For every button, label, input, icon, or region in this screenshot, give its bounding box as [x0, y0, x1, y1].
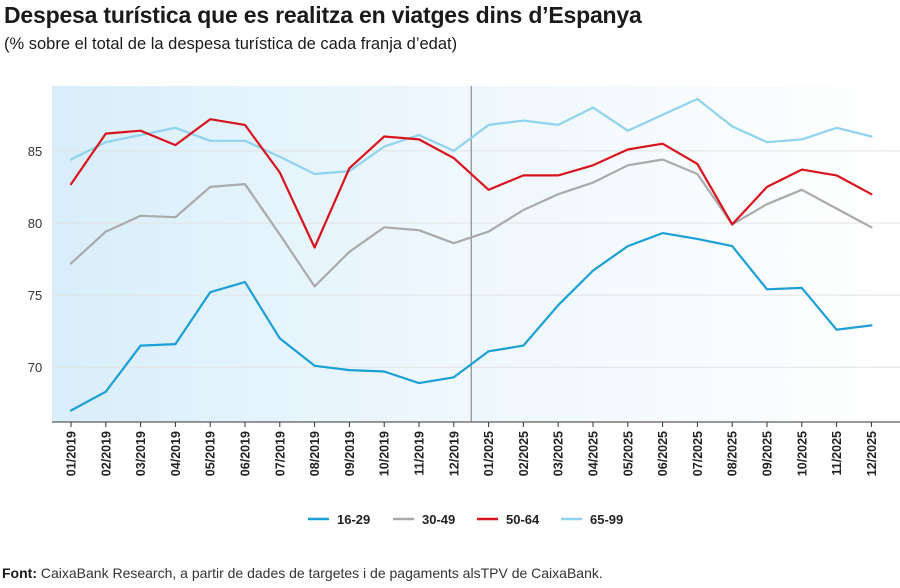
source-note: Font: CaixaBank Research, a partir de da… [2, 565, 603, 581]
y-tick-label-75: 75 [28, 288, 42, 303]
legend-label-16-29: 16-29 [337, 512, 370, 527]
x-tick-label-09/2025: 09/2025 [761, 431, 775, 476]
x-tick-label-12/2019: 12/2019 [447, 431, 461, 476]
line-chart: 70 75 80 85 01/2019 02/2019 03/2019 04/2019 05/2… [0, 0, 900, 588]
source-label: Font: [2, 565, 37, 581]
x-tick-label-07/2019: 07/2019 [273, 431, 287, 476]
x-tick-label-10/2025: 10/2025 [795, 431, 809, 476]
legend-label-30-49: 30-49 [422, 512, 455, 527]
x-tick-label-10/2019: 10/2019 [378, 431, 392, 476]
x-tick-label-03/2025: 03/2025 [552, 431, 566, 476]
x-tick-label-07/2025: 07/2025 [691, 431, 705, 476]
x-tick-label-05/2019: 05/2019 [204, 431, 218, 476]
x-tick-label-05/2025: 05/2025 [621, 431, 635, 476]
x-tick-label-02/2025: 02/2025 [517, 431, 531, 476]
y-tick-label-80: 80 [28, 216, 42, 231]
x-tick-label-12/2025: 12/2025 [865, 431, 879, 476]
y-tick-label-70: 70 [28, 360, 42, 375]
x-tick-label-06/2025: 06/2025 [656, 431, 670, 476]
x-tick-label-04/2019: 04/2019 [169, 431, 183, 476]
plot-background-2019 [52, 86, 471, 422]
x-tick-label-06/2019: 06/2019 [239, 431, 253, 476]
legend-label-65-99: 65-99 [590, 512, 623, 527]
x-tick-label-11/2019: 11/2019 [413, 431, 427, 476]
plot-background-2025 [471, 86, 900, 422]
y-tick-label-85: 85 [28, 144, 42, 159]
x-tick-label-11/2025: 11/2025 [830, 431, 844, 476]
x-tick-label-04/2025: 04/2025 [587, 431, 601, 476]
x-tick-label-01/2019: 01/2019 [65, 431, 79, 476]
x-tick-label-08/2019: 08/2019 [308, 431, 322, 476]
x-tick-label-09/2019: 09/2019 [343, 431, 357, 476]
x-tick-label-01/2025: 01/2025 [482, 431, 496, 476]
x-tick-label-02/2019: 02/2019 [99, 431, 113, 476]
source-text: CaixaBank Research, a partir de dades de… [41, 565, 603, 581]
legend-label-50-64: 50-64 [506, 512, 540, 527]
x-tick-label-08/2025: 08/2025 [726, 431, 740, 476]
x-tick-label-03/2019: 03/2019 [134, 431, 148, 476]
